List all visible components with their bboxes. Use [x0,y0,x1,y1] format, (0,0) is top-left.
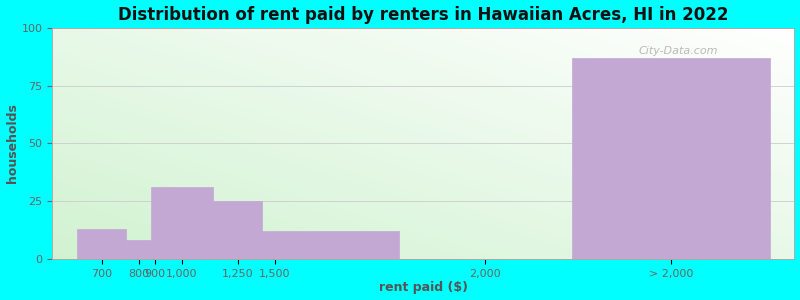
Bar [151,187,213,259]
Bar [77,229,126,259]
Bar [126,241,151,259]
X-axis label: rent paid ($): rent paid ($) [378,281,468,294]
Bar [572,58,770,259]
Title: Distribution of rent paid by renters in Hawaiian Acres, HI in 2022: Distribution of rent paid by renters in … [118,6,729,24]
Bar [213,201,262,259]
Y-axis label: households: households [6,103,18,183]
Bar [262,231,398,259]
Text: City-Data.com: City-Data.com [638,46,718,56]
